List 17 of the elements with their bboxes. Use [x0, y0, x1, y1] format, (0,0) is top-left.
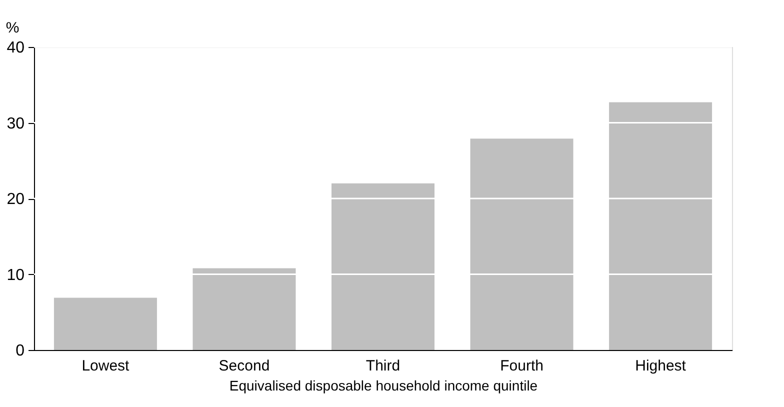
y-tick-label: 10 — [6, 266, 25, 284]
y-tick-label: 40 — [6, 40, 25, 56]
bar — [54, 298, 157, 350]
x-axis-title: Equivalised disposable household income quintile — [229, 378, 538, 394]
x-tick-label: Lowest — [82, 358, 130, 374]
y-axis-title: % — [6, 20, 20, 36]
x-tick-label: Second — [218, 358, 270, 374]
bar — [609, 102, 712, 350]
x-tick-label: Third — [366, 358, 400, 374]
y-tick-label: 30 — [6, 115, 25, 132]
y-tick-label: 20 — [6, 191, 25, 208]
bar — [332, 183, 434, 350]
bar — [470, 138, 574, 350]
bar — [192, 268, 296, 350]
y-tick-label: 0 — [16, 342, 25, 360]
x-tick-label: Fourth — [500, 358, 544, 374]
x-tick-label: Highest — [635, 358, 687, 374]
